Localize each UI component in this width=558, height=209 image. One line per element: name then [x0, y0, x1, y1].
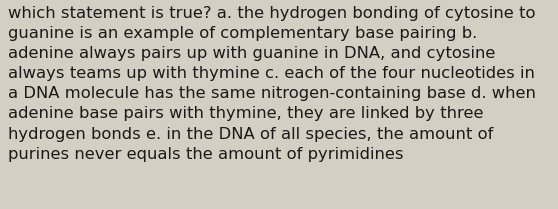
Text: which statement is true? a. the hydrogen bonding of cytosine to
guanine is an ex: which statement is true? a. the hydrogen… — [8, 6, 536, 162]
